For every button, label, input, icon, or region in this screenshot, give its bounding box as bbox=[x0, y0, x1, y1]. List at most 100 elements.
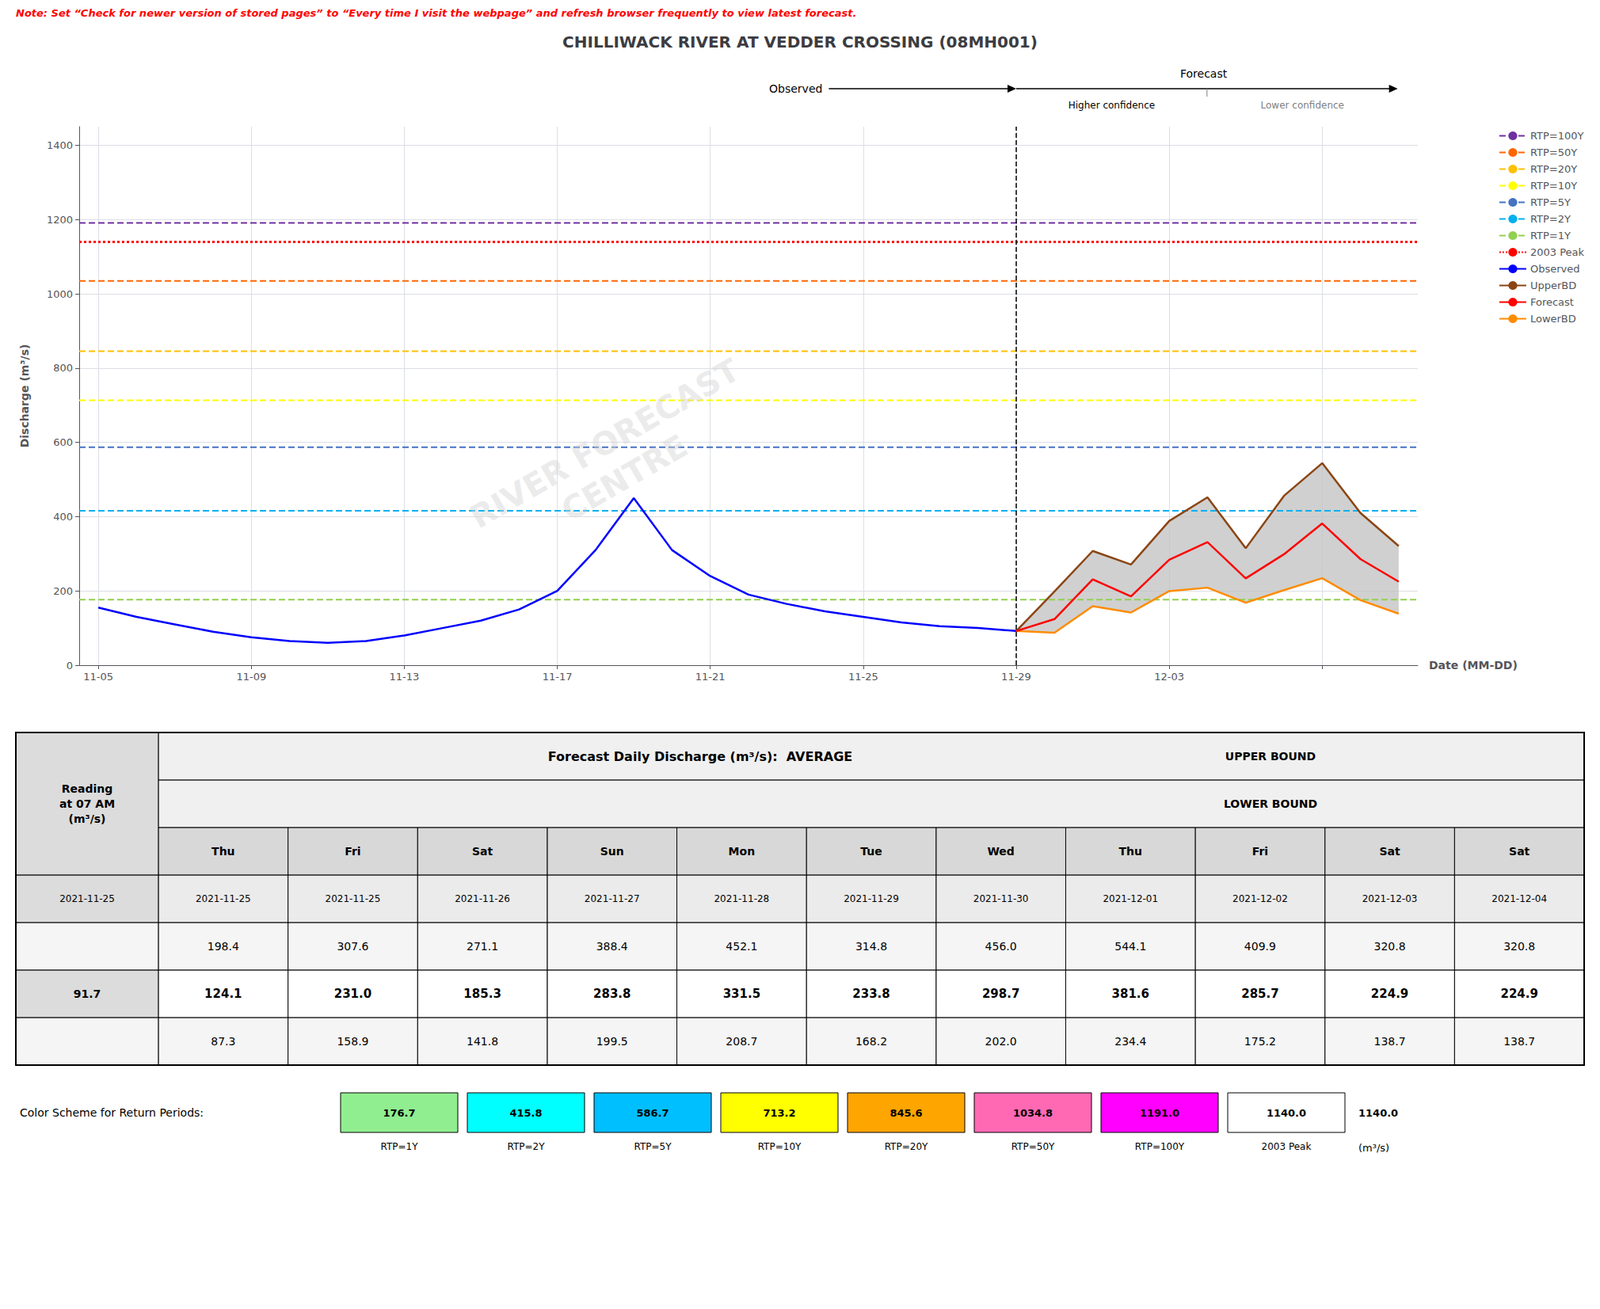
svg-text:415.8: 415.8 bbox=[509, 1107, 542, 1120]
svg-text:Reading: Reading bbox=[61, 782, 114, 796]
svg-text:RTP=50Y: RTP=50Y bbox=[1530, 146, 1578, 159]
svg-text:141.8: 141.8 bbox=[466, 1035, 499, 1048]
svg-text:RTP=100Y: RTP=100Y bbox=[1135, 1141, 1185, 1153]
svg-text:Sat: Sat bbox=[472, 845, 494, 858]
svg-text:381.6: 381.6 bbox=[1112, 986, 1150, 1002]
svg-text:224.9: 224.9 bbox=[1371, 986, 1409, 1002]
svg-text:Forecast: Forecast bbox=[1180, 67, 1228, 80]
svg-text:1200: 1200 bbox=[46, 213, 73, 226]
svg-text:283.8: 283.8 bbox=[593, 986, 631, 1002]
svg-text:Sun: Sun bbox=[600, 845, 625, 858]
svg-text:RTP=50Y: RTP=50Y bbox=[1011, 1141, 1056, 1153]
svg-text:1400: 1400 bbox=[46, 139, 73, 152]
svg-text:RIVER FORECAST: RIVER FORECAST bbox=[464, 351, 747, 536]
svg-text:RTP=1Y: RTP=1Y bbox=[380, 1141, 419, 1153]
svg-text:1191.0: 1191.0 bbox=[1139, 1107, 1180, 1120]
svg-text:800: 800 bbox=[53, 361, 73, 374]
svg-text:456.0: 456.0 bbox=[985, 940, 1018, 953]
svg-text:2021-12-02: 2021-12-02 bbox=[1232, 893, 1288, 905]
svg-text:RTP=20Y: RTP=20Y bbox=[884, 1141, 929, 1153]
svg-text:2003 Peak: 2003 Peak bbox=[1261, 1141, 1312, 1153]
svg-text:RTP=10Y: RTP=10Y bbox=[1530, 179, 1578, 192]
svg-text:Sat: Sat bbox=[1508, 845, 1531, 858]
svg-text:138.7: 138.7 bbox=[1373, 1035, 1406, 1048]
svg-text:168.2: 168.2 bbox=[855, 1035, 888, 1048]
svg-text:1034.8: 1034.8 bbox=[1013, 1107, 1053, 1120]
svg-text:2021-11-28: 2021-11-28 bbox=[713, 893, 770, 905]
svg-text:2021-12-01: 2021-12-01 bbox=[1102, 893, 1159, 905]
svg-text:175.2: 175.2 bbox=[1244, 1035, 1277, 1048]
svg-text:Note: Set “Check for newer ver: Note: Set “Check for newer version of st… bbox=[15, 7, 857, 20]
svg-text:Color Scheme for Return Period: Color Scheme for Return Periods: bbox=[19, 1106, 204, 1120]
svg-text:1000: 1000 bbox=[46, 288, 73, 301]
svg-text:UpperBD: UpperBD bbox=[1530, 279, 1577, 292]
svg-text:1140.0: 1140.0 bbox=[1266, 1107, 1307, 1120]
svg-text:Observed: Observed bbox=[769, 82, 823, 96]
svg-text:124.1: 124.1 bbox=[204, 986, 242, 1002]
svg-text:224.9: 224.9 bbox=[1500, 986, 1538, 1002]
svg-text:2021-11-30: 2021-11-30 bbox=[973, 893, 1029, 905]
svg-text:RTP=20Y: RTP=20Y bbox=[1530, 163, 1578, 176]
svg-text:231.0: 231.0 bbox=[334, 986, 372, 1002]
svg-text:RTP=10Y: RTP=10Y bbox=[758, 1141, 802, 1153]
svg-text:RTP=1Y: RTP=1Y bbox=[1530, 229, 1571, 242]
svg-text:202.0: 202.0 bbox=[985, 1035, 1018, 1048]
svg-text:314.8: 314.8 bbox=[855, 940, 888, 953]
svg-text:198.4: 198.4 bbox=[207, 940, 240, 953]
svg-text:Wed: Wed bbox=[986, 845, 1014, 858]
svg-text:11-13: 11-13 bbox=[389, 670, 420, 683]
svg-text:11-09: 11-09 bbox=[236, 670, 267, 683]
svg-text:(m³/s): (m³/s) bbox=[1358, 1142, 1390, 1155]
svg-text:271.1: 271.1 bbox=[466, 940, 499, 953]
svg-text:199.5: 199.5 bbox=[596, 1035, 629, 1048]
svg-text:Thu: Thu bbox=[1119, 845, 1143, 858]
svg-text:UPPER BOUND: UPPER BOUND bbox=[1225, 750, 1316, 763]
svg-text:2021-12-03: 2021-12-03 bbox=[1362, 893, 1418, 905]
svg-text:388.4: 388.4 bbox=[596, 940, 629, 953]
svg-text:233.8: 233.8 bbox=[852, 986, 890, 1002]
svg-text:285.7: 285.7 bbox=[1241, 986, 1279, 1002]
svg-text:Sat: Sat bbox=[1379, 845, 1401, 858]
svg-text:2021-11-25: 2021-11-25 bbox=[195, 893, 252, 905]
svg-text:91.7: 91.7 bbox=[73, 987, 102, 1001]
svg-text:2021-11-25: 2021-11-25 bbox=[59, 893, 115, 905]
svg-text:Observed: Observed bbox=[1530, 262, 1581, 275]
svg-text:208.7: 208.7 bbox=[725, 1035, 758, 1048]
svg-text:234.4: 234.4 bbox=[1114, 1035, 1147, 1048]
svg-text:RTP=5Y: RTP=5Y bbox=[633, 1141, 672, 1153]
svg-text:331.5: 331.5 bbox=[723, 986, 761, 1002]
svg-text:307.6: 307.6 bbox=[336, 940, 369, 953]
svg-text:CENTRE: CENTRE bbox=[555, 426, 694, 529]
svg-text:2021-11-29: 2021-11-29 bbox=[843, 893, 900, 905]
svg-text:Forecast Daily Discharge (m³/s: Forecast Daily Discharge (m³/s): AVERAGE bbox=[548, 749, 853, 765]
svg-text:RTP=2Y: RTP=2Y bbox=[506, 1141, 545, 1153]
svg-text:0: 0 bbox=[66, 659, 73, 672]
svg-text:11-25: 11-25 bbox=[848, 670, 879, 683]
svg-text:Lower confidence: Lower confidence bbox=[1260, 99, 1345, 111]
svg-text:2021-11-26: 2021-11-26 bbox=[454, 893, 511, 905]
svg-text:Thu: Thu bbox=[211, 845, 235, 858]
svg-text:400: 400 bbox=[53, 510, 73, 523]
svg-text:87.3: 87.3 bbox=[210, 1035, 236, 1048]
svg-text:Fri: Fri bbox=[344, 845, 361, 858]
svg-text:11-17: 11-17 bbox=[542, 670, 573, 683]
svg-text:(m³/s): (m³/s) bbox=[68, 812, 107, 826]
svg-text:185.3: 185.3 bbox=[463, 986, 501, 1002]
svg-text:Fri: Fri bbox=[1252, 845, 1269, 858]
svg-text:2021-11-25: 2021-11-25 bbox=[325, 893, 381, 905]
svg-text:320.8: 320.8 bbox=[1373, 940, 1406, 953]
svg-text:586.7: 586.7 bbox=[636, 1107, 669, 1120]
svg-text:452.1: 452.1 bbox=[725, 940, 758, 953]
svg-text:12-03: 12-03 bbox=[1154, 670, 1185, 683]
svg-text:Mon: Mon bbox=[728, 845, 756, 858]
svg-text:1140.0: 1140.0 bbox=[1358, 1107, 1399, 1120]
svg-text:600: 600 bbox=[53, 436, 73, 449]
svg-text:200: 200 bbox=[53, 585, 73, 598]
svg-text:Discharge (m³/s): Discharge (m³/s) bbox=[18, 344, 31, 449]
svg-text:845.6: 845.6 bbox=[889, 1107, 922, 1120]
svg-text:11-29: 11-29 bbox=[1001, 670, 1032, 683]
svg-text:Higher confidence: Higher confidence bbox=[1068, 99, 1155, 111]
svg-text:138.7: 138.7 bbox=[1503, 1035, 1536, 1048]
svg-text:Forecast: Forecast bbox=[1530, 296, 1574, 309]
svg-text:2003 Peak: 2003 Peak bbox=[1530, 246, 1585, 259]
